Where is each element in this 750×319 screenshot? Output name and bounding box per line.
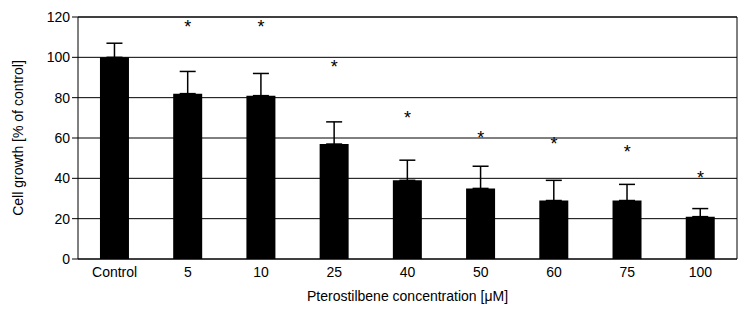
svg-text:Pterostilbene concentration [μ: Pterostilbene concentration [μM] <box>307 288 508 304</box>
svg-text:60: 60 <box>54 130 70 146</box>
svg-text:*: * <box>477 128 484 148</box>
svg-text:*: * <box>404 108 411 128</box>
svg-text:60: 60 <box>546 264 562 280</box>
svg-text:Cell growth [% of control]: Cell growth [% of control] <box>10 60 26 216</box>
svg-text:Control: Control <box>92 264 137 280</box>
svg-text:50: 50 <box>473 264 489 280</box>
svg-text:0: 0 <box>62 251 70 267</box>
svg-text:25: 25 <box>326 264 342 280</box>
svg-text:*: * <box>550 134 557 154</box>
svg-text:100: 100 <box>689 264 713 280</box>
svg-text:*: * <box>331 57 338 77</box>
svg-text:120: 120 <box>47 9 71 25</box>
svg-text:75: 75 <box>619 264 635 280</box>
svg-text:40: 40 <box>400 264 416 280</box>
svg-text:100: 100 <box>47 49 71 65</box>
svg-text:80: 80 <box>54 90 70 106</box>
svg-text:40: 40 <box>54 170 70 186</box>
svg-text:*: * <box>624 142 631 162</box>
svg-text:*: * <box>697 168 704 188</box>
svg-text:*: * <box>184 17 191 37</box>
svg-text:*: * <box>258 17 265 37</box>
svg-text:10: 10 <box>253 264 269 280</box>
svg-text:5: 5 <box>184 264 192 280</box>
svg-text:20: 20 <box>54 211 70 227</box>
